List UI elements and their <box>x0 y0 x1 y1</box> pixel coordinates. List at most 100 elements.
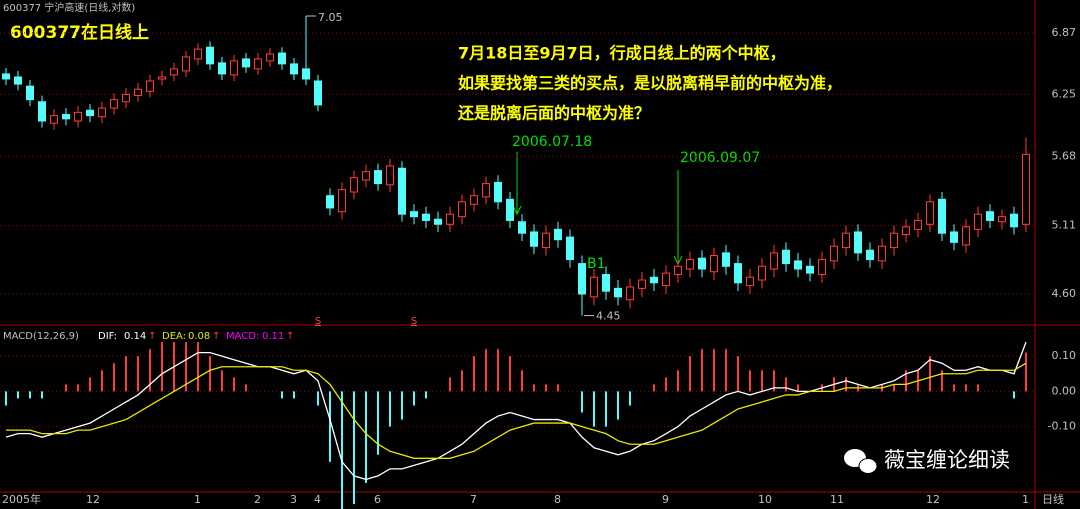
y-tick-label: 0.10 <box>1052 349 1077 362</box>
x-tick-label: 1 <box>194 493 201 506</box>
candle-body <box>422 213 430 221</box>
annotation: 还是脱离后面的中枢为准？ <box>457 104 650 123</box>
candle-body <box>242 58 250 68</box>
x-tick-label: 11 <box>830 493 844 506</box>
point-label: B1 <box>587 256 606 272</box>
candle-body <box>194 48 202 60</box>
x-tick-label: 10 <box>758 493 772 506</box>
candle-body <box>698 257 706 270</box>
legend-title: MACD(12,26,9) <box>3 331 79 342</box>
chart-subtitle: 600377在日线上 <box>10 22 149 43</box>
annotation: 7月18日至9月7日，行成日线上的两个中枢， <box>458 44 786 63</box>
x-tick-label: 8 <box>554 493 561 506</box>
candle-body <box>326 195 334 209</box>
candle-body <box>878 245 886 262</box>
candle-body <box>158 76 166 80</box>
candle-body <box>554 228 562 241</box>
x-tick-label: 6 <box>374 493 381 506</box>
candle-body <box>458 201 466 218</box>
candle-body <box>830 245 838 262</box>
high-label: 7.05 <box>318 11 343 24</box>
candle-body <box>50 115 58 124</box>
candle-body <box>266 53 274 62</box>
y-tick-label: 6.87 <box>1052 26 1077 39</box>
y-tick-label: 6.25 <box>1052 87 1077 100</box>
candle-body <box>122 93 130 103</box>
legend-name: DEA: <box>162 331 186 342</box>
candle-body <box>746 276 754 287</box>
candle-body <box>386 165 394 186</box>
candle-body <box>482 183 490 198</box>
legend-name: MACD: <box>226 331 259 342</box>
candle-body <box>974 213 982 230</box>
candle-body <box>722 252 730 267</box>
period-label: 日线 <box>1042 492 1064 506</box>
candle-body <box>110 99 118 109</box>
candle-body <box>290 63 298 75</box>
candle-body <box>182 56 190 72</box>
candle-body <box>710 255 718 273</box>
macd-line <box>6 362 1027 459</box>
candle-body <box>86 109 94 117</box>
candle-body <box>338 189 346 213</box>
candle-body <box>566 236 574 261</box>
candle-body <box>662 272 670 287</box>
candle-body <box>278 52 286 65</box>
wechat-icon <box>858 458 878 474</box>
candle-body <box>98 107 106 118</box>
candle-body <box>62 114 70 120</box>
candle-body <box>578 263 586 295</box>
candle-body <box>674 265 682 275</box>
y-tick-label: 5.68 <box>1052 150 1077 163</box>
trend-marker: ↑ <box>286 331 294 342</box>
x-tick-label: 2 <box>254 493 261 506</box>
legend-value: 0.08 <box>188 331 210 342</box>
x-tick-label: 9 <box>662 493 669 506</box>
x-tick-label: 7 <box>470 493 477 506</box>
x-tick-label: 12 <box>86 493 100 506</box>
macd-line <box>5 341 1027 481</box>
candle-body <box>806 265 814 274</box>
candle-body <box>74 111 82 122</box>
candle-body <box>446 213 454 225</box>
candle-body <box>770 252 778 270</box>
y-tick-label: 4.60 <box>1052 287 1077 300</box>
watermark-text: 薇宝缠论细读 <box>884 448 1010 472</box>
candle-body <box>434 218 442 225</box>
legend-name: DIF: <box>98 331 117 342</box>
candle-body <box>902 226 910 236</box>
candle-body <box>986 211 994 221</box>
candle-body <box>854 231 862 254</box>
candle-body <box>542 232 550 249</box>
chart-title: 600377 宁沪高速(日线,对数) <box>3 1 135 14</box>
candle-body <box>962 226 970 246</box>
candle-body <box>530 231 538 247</box>
candle-body <box>842 232 850 249</box>
candle-body <box>314 80 322 106</box>
candle-body <box>734 263 742 284</box>
legend-value: 0.14 <box>124 331 146 342</box>
arrow-head <box>512 205 522 216</box>
candle-body <box>866 249 874 261</box>
trend-marker: ↑ <box>212 331 220 342</box>
x-tick-label: 3 <box>290 493 297 506</box>
candle-body <box>998 216 1006 223</box>
x-tick-label: 4 <box>314 493 321 506</box>
candle-body <box>134 88 142 96</box>
y-tick-label: -0.10 <box>1048 420 1076 433</box>
candle-body <box>350 177 358 193</box>
candle-body <box>1010 213 1018 228</box>
candle-body <box>818 259 826 275</box>
candle-body <box>374 170 382 185</box>
trend-marker: ↑ <box>148 331 156 342</box>
candle-body <box>614 287 622 298</box>
candle-body <box>254 58 262 70</box>
candle-body <box>146 80 154 92</box>
candle-body <box>26 85 34 101</box>
candle-body <box>506 198 514 221</box>
candle-body <box>362 171 370 181</box>
candle-body <box>494 181 502 203</box>
candle-body <box>926 201 934 225</box>
candle-body <box>38 101 46 122</box>
